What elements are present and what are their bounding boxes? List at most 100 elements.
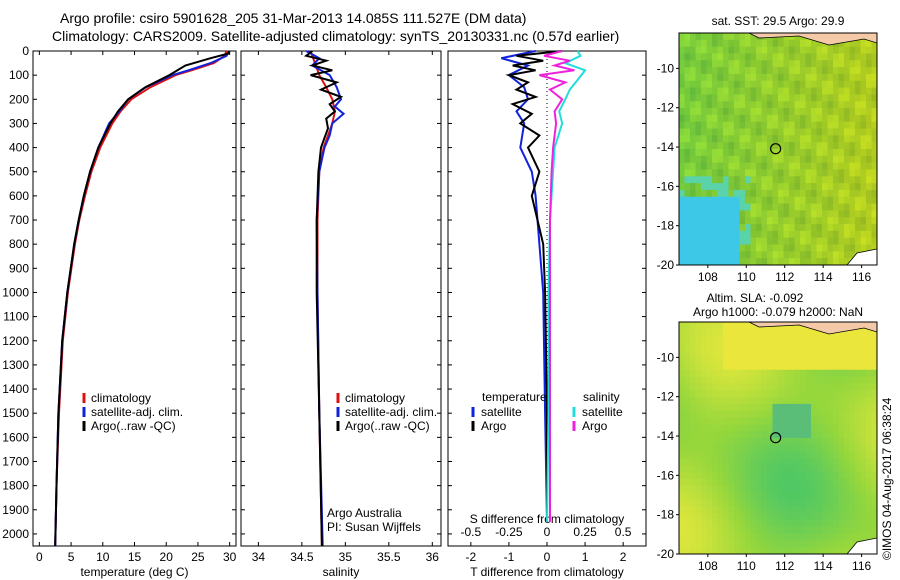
- sst-map-cell: [811, 39, 818, 48]
- sst-map-cell: [838, 114, 845, 123]
- temperature-x-tick-label: 10: [96, 550, 110, 564]
- sla-map-cell: [805, 485, 812, 494]
- sla-map-cell: [849, 533, 856, 541]
- sla-map-cell: [712, 424, 719, 432]
- sla-map-cell: [745, 390, 752, 398]
- sla-map-cell: [827, 335, 834, 344]
- sla-map-cell: [679, 383, 686, 391]
- sla-map-cell: [734, 533, 741, 541]
- sla-map-cell: [871, 458, 877, 466]
- sla-map-cell: [695, 410, 702, 419]
- sst-map-cell: [695, 94, 702, 102]
- sla-map-cell: [789, 547, 796, 554]
- sla-map-cell: [833, 526, 840, 535]
- sla-map-cell: [739, 458, 746, 466]
- sla-map-cell: [778, 328, 785, 337]
- sla-map-cell: [822, 369, 829, 378]
- sla-map-cell: [849, 328, 856, 337]
- sst-map-cell: [706, 176, 713, 184]
- sla-map-cell: [849, 472, 856, 480]
- sst-map-cell: [860, 142, 867, 150]
- sst-map-cell: [756, 196, 763, 205]
- sla-map-cell: [844, 492, 851, 501]
- sst-map-cell: [811, 114, 818, 123]
- sla-map-cell: [761, 506, 768, 514]
- sst-map-cell: [783, 114, 790, 123]
- sst-map-cell: [860, 128, 867, 136]
- sst-map-cell: [745, 128, 752, 136]
- sla-map-cell: [756, 547, 763, 554]
- sla-map-cell: [827, 444, 834, 453]
- sst-map-cell: [717, 176, 724, 184]
- sla-map-cell: [750, 472, 757, 480]
- sst-map-cell: [816, 87, 823, 96]
- sla-map-cell: [756, 444, 763, 453]
- t-diff-x-tick-label: 2: [620, 550, 627, 564]
- sla-map-cell: [679, 458, 686, 466]
- sla-map-cell: [684, 376, 691, 385]
- sst-map-cell: [745, 94, 752, 102]
- sla-map-cell: [811, 540, 818, 548]
- sst-map-cell: [706, 46, 713, 55]
- sst-map-cell: [679, 176, 686, 184]
- sst-map-cell: [783, 183, 790, 191]
- sla-map-cell: [838, 458, 845, 466]
- sla-map-cell: [838, 513, 845, 521]
- sst-map-cell: [800, 244, 807, 252]
- sst-map-cell: [772, 108, 779, 116]
- sst-map-cell: [789, 237, 796, 246]
- sst-map-cell: [811, 237, 818, 246]
- sst-map-cell: [778, 189, 785, 198]
- sla-map-cell: [816, 540, 823, 548]
- sla-map-cell: [855, 369, 862, 378]
- sst-map-cell: [772, 80, 779, 89]
- sla-map-cell: [860, 410, 867, 419]
- sla-map-cell: [728, 362, 735, 371]
- sla-map-cell: [695, 335, 702, 344]
- sst-map-cell: [844, 108, 851, 116]
- sla-map-cell: [767, 519, 774, 528]
- sla-map-cell: [695, 465, 702, 473]
- sst-map-cell: [728, 101, 735, 109]
- sst-map-cell: [800, 135, 807, 143]
- sla-map-cell: [701, 397, 708, 405]
- sst-map-cell: [684, 33, 691, 41]
- sla-map-cell: [811, 397, 818, 405]
- sst-map-cell: [706, 203, 713, 212]
- sst-map-cell: [750, 114, 757, 123]
- temperature-panel-frame: [32, 50, 237, 547]
- sla-map-cell: [712, 438, 719, 446]
- sla-map-cell: [684, 369, 691, 378]
- sst-map-cell: [855, 230, 862, 239]
- sla-map-cell: [783, 410, 790, 419]
- sst-map-cell: [833, 217, 840, 225]
- sla-map-cell: [849, 526, 856, 535]
- sla-map-cell: [805, 438, 812, 446]
- sst-map-cell: [723, 162, 730, 171]
- sla-map-cell: [745, 431, 752, 439]
- sst-map-cell: [750, 217, 757, 225]
- sst-map-cell: [756, 128, 763, 136]
- sst-map-cell: [750, 80, 757, 89]
- sla-map-cell: [772, 417, 779, 425]
- sla-map-cell: [783, 533, 790, 541]
- sst-map-cell: [745, 258, 752, 265]
- sst-map-cell: [684, 101, 691, 109]
- sst-map-cell: [745, 169, 752, 177]
- sst-map-cell: [717, 87, 724, 96]
- sla-map-cell: [833, 519, 840, 528]
- sla-map-cell: [717, 369, 724, 378]
- sla-map-cell: [679, 547, 686, 554]
- sst-map-cell: [712, 80, 719, 89]
- sst-map-cell: [695, 203, 702, 212]
- sla-map-cell: [838, 424, 845, 432]
- sst-map-cell: [712, 258, 719, 265]
- sst-map-cell: [712, 224, 719, 232]
- sst-map-cell: [838, 162, 845, 171]
- sla-map-cell: [728, 322, 735, 330]
- sst-map-cell: [811, 183, 818, 191]
- sla-map-cell: [684, 540, 691, 548]
- sla-map-cell: [745, 322, 752, 330]
- sla-map-cell: [745, 342, 752, 350]
- sla-map-cell: [706, 342, 713, 350]
